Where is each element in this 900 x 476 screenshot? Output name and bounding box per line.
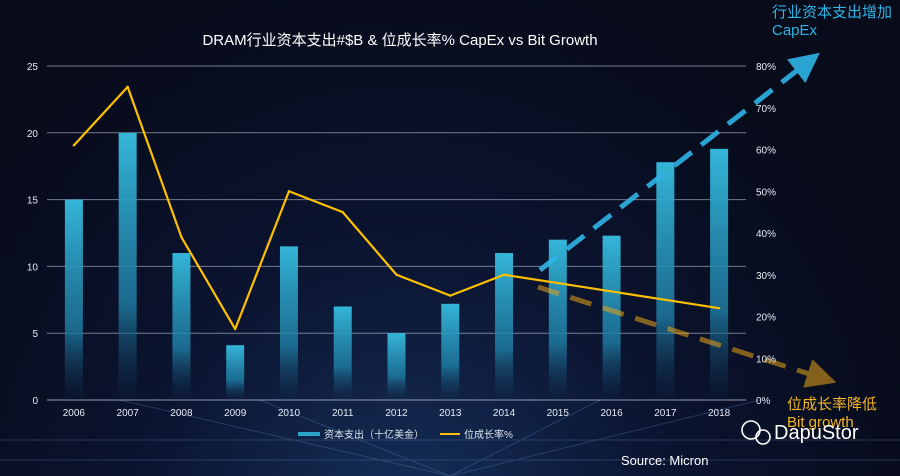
watermark: DapuStor [741, 420, 859, 445]
legend: 资本支出（十亿美金） 位成长率% [298, 428, 513, 441]
bar-2009 [226, 345, 245, 400]
y-left-tick-10: 10 [27, 262, 39, 273]
x-tick-2007: 2007 [117, 408, 140, 419]
x-tick-2011: 2011 [332, 408, 354, 419]
bar-2011 [333, 306, 352, 400]
bar-2007 [118, 132, 137, 401]
legend-label-bit-growth: 位成长率% [464, 428, 513, 441]
floor-grid [0, 399, 900, 476]
wechat-icon [741, 420, 761, 440]
y-right-tick-50pct: 50% [756, 187, 776, 198]
bit-growth-point-2012 [395, 273, 398, 276]
x-tick-2013: 2013 [439, 408, 462, 419]
bar-2006 [64, 199, 83, 400]
capex-annotation-line1: 行业资本支出增加 [772, 4, 892, 21]
bit-annotation-line1: 位成长率降低 [787, 396, 877, 413]
y-right-tick-70pct: 70% [756, 104, 776, 115]
bar-2018 [710, 148, 729, 400]
x-tick-2010: 2010 [278, 408, 301, 419]
bit-growth-point-2016 [610, 290, 613, 293]
bar-2013 [441, 303, 460, 400]
x-tick-2017: 2017 [654, 408, 677, 419]
legend-swatch-capex [298, 432, 320, 436]
x-axis: 2006 2007 2008 2009 2010 2011 2012 2013 2014 2015… [63, 408, 731, 419]
source-note: Source: Micron [621, 453, 708, 468]
x-tick-2009: 2009 [224, 408, 247, 419]
x-tick-2014: 2014 [493, 408, 516, 419]
bit-growth-point-2017 [664, 298, 667, 301]
y-left-tick-25: 25 [27, 62, 39, 73]
y-right-tick-80pct: 80% [756, 62, 776, 73]
x-tick-2006: 2006 [63, 408, 86, 419]
bit-growth-trend-arrow [537, 284, 837, 388]
wechat-icon-small [755, 429, 771, 445]
y-right-tick-0pct: 0% [756, 396, 771, 407]
y-left-tick-0: 0 [32, 396, 38, 407]
y-right-tick-20pct: 20% [756, 313, 776, 324]
capex-trend-arrow [538, 52, 820, 272]
bit-growth-point-2006 [72, 144, 76, 147]
y-left-tick-5: 5 [32, 329, 38, 340]
bit-growth-point-2009 [233, 327, 237, 331]
y-right-tick-60pct: 60% [756, 146, 776, 157]
y-right-tick-10pct: 10% [756, 354, 776, 365]
x-tick-2012: 2012 [385, 408, 408, 419]
bit-growth-point-2013 [449, 294, 452, 297]
bit-growth-point-2015 [556, 281, 560, 285]
chart-title: DRAM行业资本支出#$B & 位成长率% CapEx vs Bit Growt… [202, 32, 597, 49]
y-left-tick-20: 20 [27, 129, 39, 140]
y-axis-left: 0 5 10 15 20 25 [27, 62, 39, 407]
bit-growth-point-2014 [502, 273, 506, 276]
bar-2012 [387, 333, 406, 400]
y-axis-right: 0% 10% 20% 30% 40% 50% 60% 70% 80% [756, 62, 776, 407]
bit-growth-point-2011 [341, 210, 344, 214]
y-right-tick-40pct: 40% [756, 229, 776, 240]
bar-2017 [656, 162, 675, 400]
bar-2010 [279, 246, 298, 400]
bit-growth-point-2010 [287, 190, 291, 193]
bar-series [64, 132, 729, 401]
bar-2016 [602, 235, 621, 400]
watermark-text: DapuStor [774, 422, 859, 444]
y-right-tick-30pct: 30% [756, 271, 776, 282]
bar-2008 [172, 253, 191, 400]
x-tick-2018: 2018 [708, 408, 731, 419]
bar-2015 [548, 239, 567, 400]
x-tick-2015: 2015 [547, 408, 570, 419]
x-tick-2016: 2016 [600, 408, 623, 419]
legend-label-capex: 资本支出（十亿美金） [324, 428, 424, 441]
bit-growth-point-2007 [126, 85, 129, 89]
bit-growth-point-2008 [180, 235, 183, 239]
capex-annotation-line2: CapEx [772, 22, 818, 39]
bit-growth-point-2018 [717, 306, 721, 310]
trend-arrows [537, 52, 837, 388]
x-tick-2008: 2008 [170, 408, 193, 419]
bar-2014 [495, 253, 514, 400]
bit-annotation-line2: Bit growth [787, 414, 854, 431]
y-left-tick-15: 15 [27, 196, 39, 207]
line-series [72, 85, 721, 331]
